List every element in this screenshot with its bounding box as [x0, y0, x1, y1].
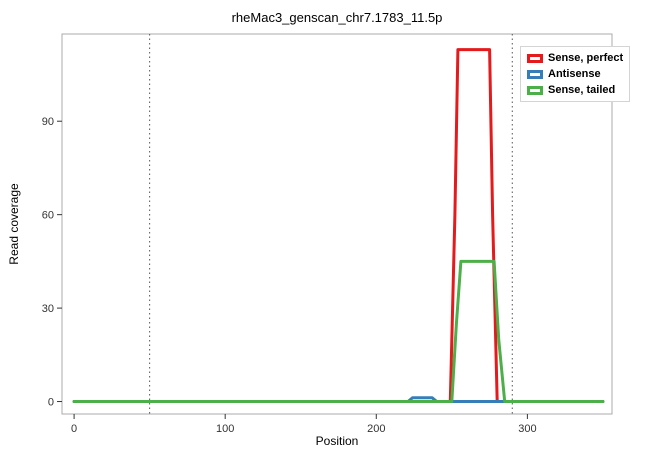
y-tick-label: 30: [42, 303, 54, 315]
series-line-sense-tailed: [72, 259, 605, 403]
chart-title: rheMac3_genscan_chr7.1783_11.5p: [231, 10, 443, 25]
x-tick-label: 0: [71, 423, 77, 435]
series-line-sense-perfect: [72, 48, 605, 403]
legend-item: Antisense: [527, 68, 623, 80]
x-axis-title: Position: [315, 434, 359, 448]
y-tick-label: 0: [48, 397, 54, 409]
legend-item: Sense, tailed: [527, 84, 623, 96]
legend-label: Sense, tailed: [548, 84, 616, 96]
x-tick-label: 300: [518, 423, 536, 435]
legend-swatch: [527, 53, 543, 63]
legend-item: Sense, perfect: [527, 52, 623, 64]
y-tick-label: 60: [42, 210, 54, 222]
x-tick-label: 100: [216, 423, 234, 435]
legend: Sense, perfect Antisense Sense, tailed: [520, 46, 631, 102]
legend-label: Antisense: [548, 68, 601, 80]
legend-label: Sense, perfect: [548, 52, 624, 64]
x-tick-label: 200: [367, 423, 385, 435]
legend-swatch: [527, 85, 543, 95]
legend-swatch: [527, 69, 543, 79]
y-tick-label: 90: [42, 116, 54, 128]
